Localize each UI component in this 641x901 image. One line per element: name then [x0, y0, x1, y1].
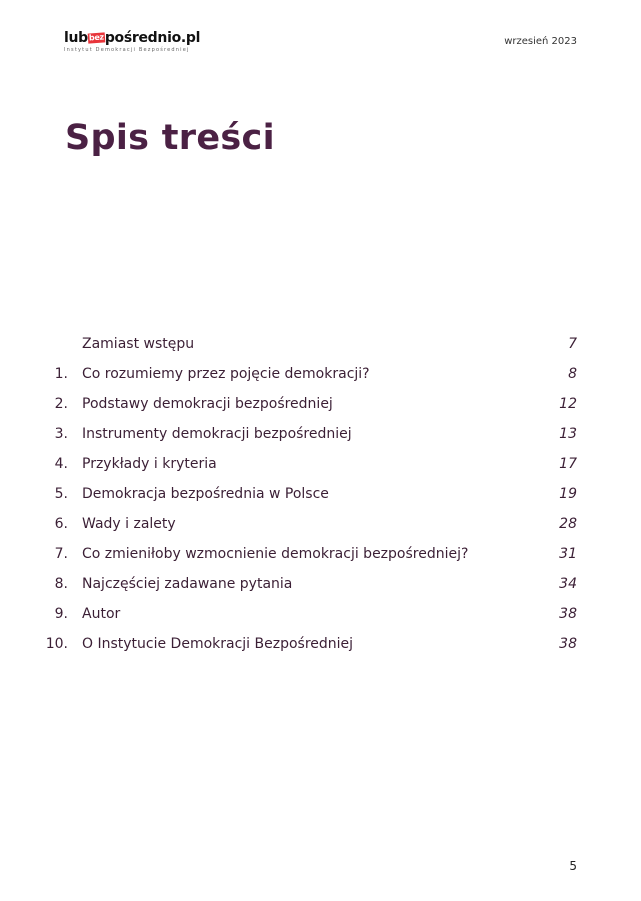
toc-label: Autor [82, 606, 121, 622]
toc-number: 7. [54, 546, 68, 562]
toc-label: Przykłady i kryteria [82, 456, 217, 472]
toc-entry[interactable]: Zamiast wstępu 7 [0, 333, 641, 363]
toc-number: 6. [54, 516, 68, 532]
toc-page: 7 [568, 336, 577, 352]
toc-entry[interactable]: 9. Autor 38 [0, 603, 641, 633]
toc-label: Zamiast wstępu [82, 336, 195, 352]
logo-mark: bez [87, 32, 106, 44]
toc-entry[interactable]: 6. Wady i zalety 28 [0, 513, 641, 543]
toc-number: 5. [54, 486, 68, 502]
toc-page: 13 [559, 426, 577, 442]
header-date: wrzesień 2023 [504, 36, 577, 47]
toc-label: Demokracja bezpośrednia w Polsce [82, 486, 329, 502]
toc-label: Co zmieniłoby wzmocnienie demokracji bez… [82, 546, 469, 562]
toc-number: 10. [45, 636, 68, 652]
toc-page: 38 [559, 636, 577, 652]
toc-page: 17 [559, 456, 577, 472]
logo-suffix: pośrednio.pl [104, 30, 201, 46]
toc-entry[interactable]: 2. Podstawy demokracji bezpośredniej 12 [0, 393, 641, 423]
page-title: Spis treści [65, 118, 275, 158]
toc-number: 4. [54, 456, 68, 472]
toc-page: 34 [559, 576, 577, 592]
toc-page: 8 [568, 366, 577, 382]
toc-page: 38 [559, 606, 577, 622]
toc-label: Co rozumiemy przez pojęcie demokracji? [82, 366, 370, 382]
toc-entry[interactable]: 5. Demokracja bezpośrednia w Polsce 19 [0, 483, 641, 513]
toc-label: Podstawy demokracji bezpośredniej [82, 396, 333, 412]
page-number: 5 [569, 859, 577, 873]
toc-label: Wady i zalety [82, 516, 176, 532]
toc-entry[interactable]: 4. Przykłady i kryteria 17 [0, 453, 641, 483]
toc-page: 28 [559, 516, 577, 532]
table-of-contents: Zamiast wstępu 7 1. Co rozumiemy przez poję… [0, 333, 641, 663]
logo-prefix: lub [64, 30, 88, 46]
logo-wordmark: lubbezpośrednio.pl [64, 30, 200, 46]
toc-number: 2. [54, 396, 68, 412]
toc-label: O Instytucie Demokracji Bezpośredniej [82, 636, 354, 652]
toc-entry[interactable]: 1. Co rozumiemy przez pojęcie demokracji?… [0, 363, 641, 393]
toc-number: 1. [54, 366, 68, 382]
logo-subtitle: Instytut Demokracji Bezpośredniej [64, 47, 190, 53]
toc-page: 12 [559, 396, 577, 412]
toc-entry[interactable]: 7. Co zmieniłoby wzmocnienie demokracji b… [0, 543, 641, 573]
toc-number: 9. [54, 606, 68, 622]
logo: lubbezpośrednio.pl Instytut Demokracji B… [64, 30, 200, 53]
toc-entry[interactable]: 8. Najczęściej zadawane pytania 34 [0, 573, 641, 603]
toc-number: 8. [54, 576, 68, 592]
toc-page: 19 [559, 486, 577, 502]
toc-number: 3. [54, 426, 68, 442]
toc-entry[interactable]: 10. O Instytucie Demokracji Bezpośredniej… [0, 633, 641, 663]
toc-page: 31 [559, 546, 577, 562]
toc-label: Najczęściej zadawane pytania [82, 576, 293, 592]
toc-label: Instrumenty demokracji bezpośredniej [82, 426, 352, 442]
toc-entry[interactable]: 3. Instrumenty demokracji bezpośredniej 13 [0, 423, 641, 453]
